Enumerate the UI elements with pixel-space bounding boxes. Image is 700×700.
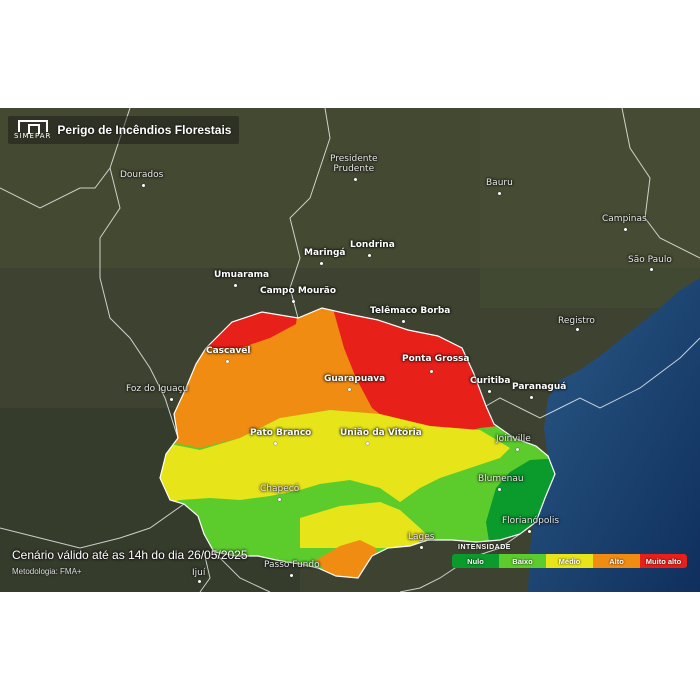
city-marker-icon	[234, 284, 237, 287]
methodology-note: Metodologia: FMA+	[12, 567, 82, 576]
title-panel: SIMEPAR Perigo de Incêndios Florestais	[8, 116, 240, 144]
logo-mark-icon	[17, 120, 48, 134]
city-marker-icon	[498, 192, 501, 195]
city-label: Lages	[408, 532, 435, 542]
city-marker-icon	[488, 390, 491, 393]
simepar-logo: SIMEPAR	[14, 120, 51, 140]
city-label: Passo Fundo	[264, 560, 320, 570]
city-marker-icon	[368, 254, 371, 257]
city-label: Umuarama	[214, 270, 270, 280]
city-marker-icon	[320, 262, 323, 265]
city-label: São Paulo	[628, 255, 672, 265]
city-label: Cascavel	[206, 346, 251, 356]
city-marker-icon	[516, 448, 519, 451]
city-marker-icon	[170, 398, 173, 401]
city-label: Campinas	[602, 214, 647, 224]
city-label: Foz do Iguaçu	[126, 384, 189, 394]
city-marker-icon	[528, 530, 531, 533]
city-marker-icon	[290, 574, 293, 577]
city-marker-icon	[624, 228, 627, 231]
city-marker-icon	[142, 184, 145, 187]
city-marker-icon	[354, 178, 357, 181]
legend-item-baixo: Baixo	[499, 554, 546, 568]
city-label: Florianópolis	[502, 516, 560, 526]
legend-bar: Nulo Baixo Médio Alto Muito alto	[452, 554, 687, 568]
city-marker-icon	[430, 370, 433, 373]
city-label: Blumenau	[478, 474, 524, 484]
city-label: Ijuí	[192, 568, 206, 578]
legend-item-alto: Alto	[593, 554, 640, 568]
city-marker-icon	[420, 546, 423, 549]
intensity-legend: INTENSIDADE Nulo Baixo Médio Alto Muito …	[452, 544, 687, 568]
city-marker-icon	[274, 442, 277, 445]
city-marker-icon	[402, 320, 405, 323]
city-label: Londrina	[350, 240, 395, 250]
city-marker-icon	[226, 360, 229, 363]
legend-item-muito-alto: Muito alto	[640, 554, 687, 568]
city-label: Dourados	[120, 170, 164, 180]
logo-text: SIMEPAR	[14, 132, 52, 140]
map-title: Perigo de Incêndios Florestais	[57, 123, 232, 137]
map-graphic	[0, 108, 700, 592]
city-label: Bauru	[486, 178, 513, 188]
scenario-validity: Cenário válido até as 14h do dia 26/05/2…	[12, 548, 248, 562]
city-marker-icon	[530, 396, 533, 399]
city-marker-icon	[498, 488, 501, 491]
city-marker-icon	[650, 268, 653, 271]
city-marker-icon	[292, 300, 295, 303]
city-marker-icon	[366, 442, 369, 445]
city-marker-icon	[198, 580, 201, 583]
legend-title: INTENSIDADE	[458, 544, 511, 551]
city-marker-icon	[278, 498, 281, 501]
map-canvas[interactable]: SIMEPAR Perigo de Incêndios Florestais P…	[0, 108, 700, 592]
city-label: Presidente Prudente	[330, 154, 378, 174]
city-marker-icon	[576, 328, 579, 331]
city-label: Chapecó	[260, 484, 300, 494]
city-label: Curitiba	[470, 376, 511, 386]
city-label: Maringá	[304, 248, 346, 258]
city-label: Registro	[558, 316, 595, 326]
legend-item-medio: Médio	[546, 554, 593, 568]
city-label: Guarapuava	[324, 374, 386, 384]
city-label: Campo Mourão	[260, 286, 337, 296]
city-label: Paranaguá	[512, 382, 567, 392]
city-label: Ponta Grossa	[402, 354, 470, 364]
city-label: União da Vitória	[340, 428, 422, 438]
city-label: Telêmaco Borba	[370, 306, 451, 316]
city-marker-icon	[348, 388, 351, 391]
legend-item-nulo: Nulo	[452, 554, 499, 568]
city-label: Pato Branco	[250, 428, 312, 438]
city-label: Joinville	[496, 434, 531, 444]
